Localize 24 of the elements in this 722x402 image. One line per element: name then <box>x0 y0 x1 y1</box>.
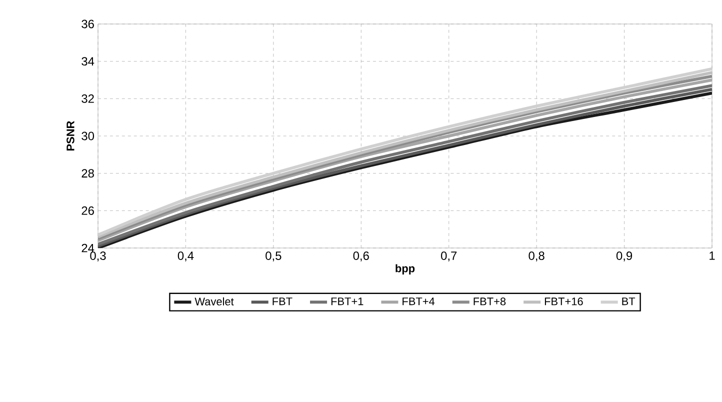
y-tick-label: 24 <box>82 244 94 252</box>
y-tick-label: 30 <box>82 132 94 140</box>
x-tick-label: 0,9 <box>616 252 632 262</box>
x-tick-label: 0,7 <box>441 252 457 262</box>
y-tick-label: 36 <box>82 20 94 28</box>
x-tick-label: 1 <box>710 252 715 260</box>
legend-label: FBT+8 <box>474 298 506 306</box>
y-tick-label: 26 <box>82 206 94 215</box>
x-axis-title: bpp <box>396 264 415 274</box>
y-tick-label: 28 <box>82 169 94 178</box>
legend-label: FBT+4 <box>402 298 435 306</box>
legend-label: FBT+16 <box>544 298 583 306</box>
y-tick-label: 34 <box>82 57 94 66</box>
legend-label: Wavelet <box>194 297 234 306</box>
y-axis-title: PSNR <box>66 121 74 150</box>
legend-label: FBT+1 <box>331 298 364 306</box>
legend-label: BT <box>622 298 636 306</box>
x-tick-label: 0,8 <box>528 252 544 262</box>
x-tick-label: 0,6 <box>353 252 369 262</box>
legend-label: FBT <box>272 298 292 306</box>
x-tick-label: 0,4 <box>178 252 194 262</box>
y-tick-label: 32 <box>82 94 94 103</box>
x-tick-label: 0,3 <box>90 252 106 262</box>
x-tick-label: 0,5 <box>266 252 282 262</box>
